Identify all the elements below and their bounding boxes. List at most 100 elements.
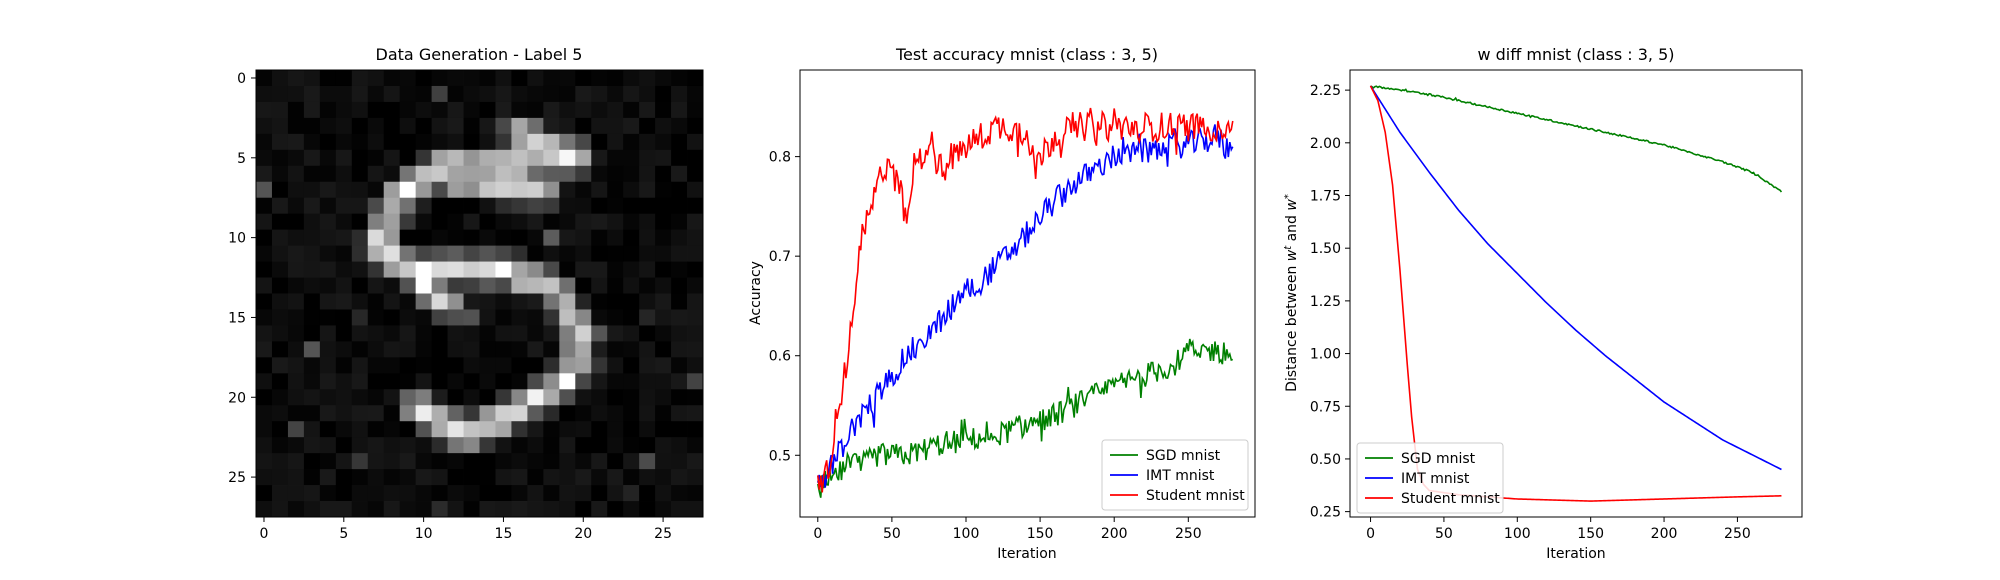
heatmap-cell xyxy=(256,133,273,151)
heatmap-cell xyxy=(527,197,544,215)
heatmap-cell xyxy=(559,261,576,278)
heatmap-cell xyxy=(319,229,337,246)
xtick-label: 0 xyxy=(813,526,822,542)
heatmap-cell xyxy=(383,293,401,310)
heatmap-cell xyxy=(623,213,640,231)
heatmap-cell xyxy=(415,117,432,135)
heatmap-cell xyxy=(431,117,448,135)
heatmap-cell xyxy=(527,469,544,486)
heatmap-cell xyxy=(351,389,369,406)
heatmap-cell xyxy=(383,261,401,278)
heatmap-cell xyxy=(607,389,624,406)
ytick-label: 2.00 xyxy=(1310,136,1341,152)
heatmap-cell xyxy=(431,149,448,167)
heatmap-cell xyxy=(671,149,688,167)
heatmap-cell xyxy=(367,389,385,406)
heatmap-cell xyxy=(399,373,417,390)
heatmap-cell xyxy=(351,293,369,310)
heatmap-cell xyxy=(367,341,385,358)
heatmap-cell xyxy=(335,469,353,486)
heatmap-cell xyxy=(367,469,385,486)
heatmap-cell xyxy=(671,357,688,374)
heatmap-cell xyxy=(399,181,417,199)
heatmap-cell xyxy=(463,389,480,406)
xtick-label: 100 xyxy=(953,526,980,542)
heatmap-cell xyxy=(415,293,432,310)
legend-label: IMT mnist xyxy=(1146,468,1215,484)
heatmap-cell xyxy=(351,245,369,262)
heatmap-cell xyxy=(447,277,464,294)
heatmap-cell xyxy=(527,357,544,374)
heatmap-cell xyxy=(256,101,273,119)
ytick-label: 0.75 xyxy=(1310,399,1341,415)
heatmap-cell xyxy=(527,325,544,342)
heatmap-cell xyxy=(447,85,464,103)
heatmap-cell xyxy=(607,437,624,454)
heatmap-cell xyxy=(607,421,624,438)
xtick-label: 50 xyxy=(883,526,901,542)
heatmap-cell xyxy=(591,133,608,151)
heatmap-cell xyxy=(527,421,544,438)
heatmap-cell xyxy=(271,85,289,103)
heatmap-cell xyxy=(543,213,560,231)
heatmap-cell xyxy=(479,70,496,87)
heatmap-cell xyxy=(495,421,512,438)
heatmap-cell xyxy=(271,293,289,310)
heatmap-cell xyxy=(575,421,592,438)
heatmap-cell xyxy=(575,261,592,278)
ytick-label: 0.50 xyxy=(1310,452,1341,468)
heatmap-cell xyxy=(463,453,480,470)
heatmap-cell xyxy=(303,181,321,199)
heatmap-cell xyxy=(319,149,337,167)
heatmap-cell xyxy=(256,453,273,470)
heatmap-cell xyxy=(415,437,432,454)
heatmap-cell xyxy=(319,133,337,151)
heatmap-cell xyxy=(351,117,369,135)
xtick-label: 150 xyxy=(1027,526,1054,542)
heatmap-cell xyxy=(639,117,656,135)
heatmap-cell xyxy=(415,245,432,262)
wdiff-panel: w diff mnist (class : 3, 5) 0 50 100 150 200… xyxy=(1283,45,1803,562)
heatmap-cell xyxy=(319,341,337,358)
heatmap-cell xyxy=(591,85,608,103)
heatmap-cell xyxy=(543,501,560,518)
heatmap-cell xyxy=(511,229,528,246)
heatmap-cell xyxy=(271,325,289,342)
heatmap-cell xyxy=(383,373,401,390)
heatmap-cell xyxy=(655,149,672,167)
heatmap-cell xyxy=(495,325,512,342)
heatmap-cell xyxy=(319,389,337,406)
heatmap-cell xyxy=(527,85,544,103)
heatmap-cell xyxy=(256,197,273,215)
heatmap-cell xyxy=(687,277,704,294)
heatmap-cell xyxy=(367,453,385,470)
heatmap-cell xyxy=(319,421,337,438)
heatmap-cell xyxy=(303,70,321,87)
heatmap-cell xyxy=(463,421,480,438)
heatmap-cell xyxy=(591,293,608,310)
heatmap-cell xyxy=(671,133,688,151)
heatmap-cell xyxy=(607,485,624,502)
heatmap-cell xyxy=(447,453,464,470)
heatmap-cell xyxy=(415,197,432,215)
heatmap-cell xyxy=(671,85,688,103)
heatmap-cell xyxy=(351,261,369,278)
heatmap-cell xyxy=(431,469,448,486)
heatmap-cell xyxy=(607,501,624,518)
heatmap-cell xyxy=(351,229,369,246)
heatmap-cell xyxy=(575,70,592,87)
heatmap-cell xyxy=(463,341,480,358)
heatmap-cell xyxy=(256,357,273,374)
heatmap-cell xyxy=(447,181,464,199)
heatmap-cell xyxy=(495,213,512,231)
heatmap-cell xyxy=(607,213,624,231)
heatmap-cell xyxy=(639,325,656,342)
heatmap-cell xyxy=(431,373,448,390)
heatmap-cell xyxy=(511,501,528,518)
wdiff-ylabel-star: * xyxy=(1283,194,1294,199)
heatmap-cell xyxy=(575,197,592,215)
heatmap-cell xyxy=(575,85,592,103)
heatmap-cell xyxy=(399,229,417,246)
heatmap-cell xyxy=(639,309,656,326)
heatmap-cell xyxy=(367,213,385,231)
